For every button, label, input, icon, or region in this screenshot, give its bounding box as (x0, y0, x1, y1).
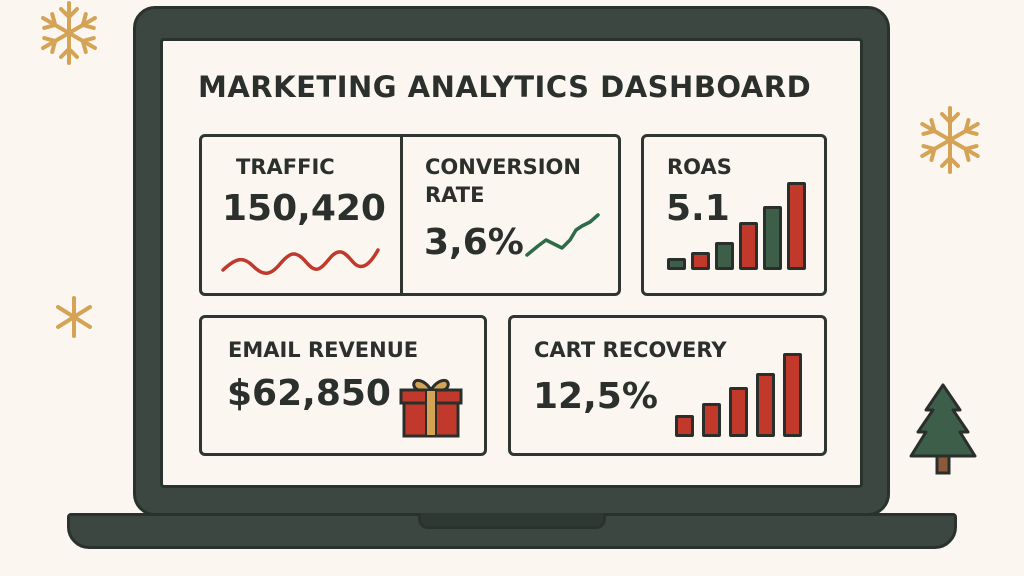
bar (702, 403, 721, 437)
snowflake-icon (37, 1, 101, 65)
traffic-value: 150,420 (222, 188, 386, 229)
gift-icon (399, 379, 463, 438)
conversion-sparkline (525, 213, 600, 257)
roas-value: 5.1 (666, 188, 730, 229)
bar (783, 353, 802, 437)
card-divider (400, 134, 403, 296)
conversion-label-line2: RATE (425, 183, 485, 207)
snowflake-icon (916, 106, 984, 174)
conversion-value: 3,6% (424, 222, 524, 263)
bar (787, 182, 806, 270)
bar (675, 415, 694, 437)
bar (756, 373, 775, 437)
bar (763, 206, 782, 270)
cart-recovery-label: CART RECOVERY (534, 338, 727, 362)
bar (729, 387, 748, 437)
email-revenue-label: EMAIL REVENUE (228, 338, 419, 362)
bar (667, 258, 686, 270)
roas-label: ROAS (667, 155, 732, 179)
cart-recovery-value: 12,5% (533, 376, 658, 417)
traffic-sparkline (221, 248, 380, 275)
traffic-conversion-card (199, 134, 621, 296)
bar (691, 252, 710, 270)
sparkle-icon (56, 296, 92, 338)
bar (715, 242, 734, 270)
traffic-label: TRAFFIC (236, 155, 335, 179)
bar (739, 222, 758, 270)
page-title: MARKETING ANALYTICS DASHBOARD (198, 70, 812, 104)
laptop-notch (418, 513, 606, 529)
email-revenue-value: $62,850 (227, 373, 391, 414)
conversion-label-line1: CONVERSION (425, 155, 581, 179)
christmas-tree-icon (909, 383, 977, 475)
